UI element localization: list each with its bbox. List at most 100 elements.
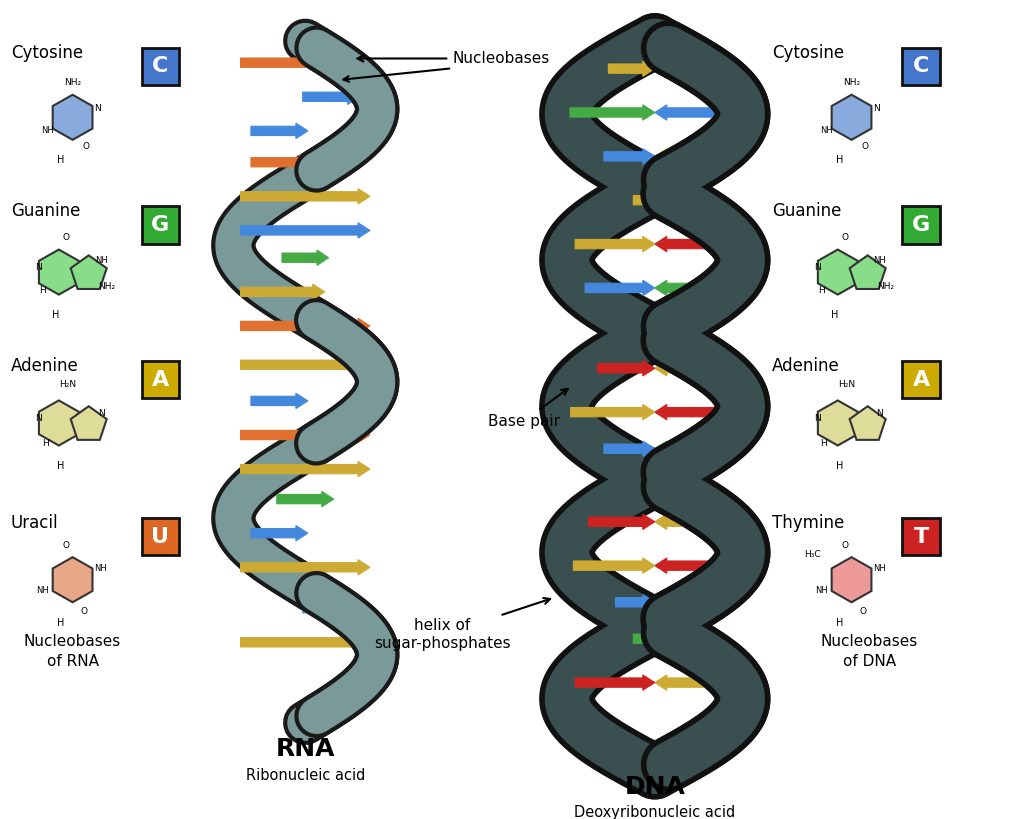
Text: N: N (97, 410, 104, 419)
Text: NH: NH (94, 256, 108, 265)
Text: H: H (57, 156, 65, 165)
Text: H: H (830, 310, 839, 320)
FancyArrow shape (654, 595, 694, 610)
Polygon shape (52, 557, 92, 602)
FancyArrow shape (241, 223, 370, 238)
FancyArrow shape (241, 188, 370, 204)
Polygon shape (52, 95, 92, 140)
FancyArrow shape (276, 491, 334, 507)
FancyArrow shape (251, 155, 311, 170)
Text: NH₂: NH₂ (843, 78, 860, 87)
Text: T: T (913, 527, 929, 546)
FancyArrow shape (573, 558, 654, 573)
Text: N: N (35, 263, 42, 272)
FancyArrow shape (647, 477, 654, 493)
Text: A: A (912, 370, 930, 390)
FancyArrow shape (654, 237, 734, 251)
FancyArrow shape (303, 600, 359, 616)
FancyArrow shape (241, 357, 370, 373)
FancyBboxPatch shape (902, 518, 940, 555)
FancyBboxPatch shape (141, 518, 179, 555)
Text: O: O (62, 233, 70, 242)
FancyArrow shape (604, 441, 654, 456)
FancyArrow shape (654, 675, 734, 690)
Text: H: H (836, 156, 843, 165)
FancyArrow shape (598, 360, 654, 376)
Text: O: O (841, 233, 848, 242)
Text: A: A (152, 370, 169, 390)
Text: Base pair: Base pair (488, 389, 567, 428)
Polygon shape (71, 406, 106, 440)
Text: O: O (862, 142, 868, 151)
FancyArrow shape (241, 461, 370, 477)
Text: H₂N: H₂N (59, 380, 77, 389)
Text: N: N (35, 414, 42, 423)
Text: N: N (814, 414, 820, 423)
Text: G: G (152, 215, 170, 235)
Text: NH₂: NH₂ (98, 283, 116, 292)
Text: H: H (57, 618, 65, 628)
Polygon shape (831, 557, 871, 602)
Polygon shape (831, 95, 871, 140)
FancyArrow shape (575, 675, 654, 690)
FancyArrow shape (303, 89, 359, 105)
FancyArrow shape (615, 595, 654, 610)
Text: NH: NH (873, 256, 887, 265)
Text: N: N (814, 263, 820, 272)
Text: Ribonucleic acid: Ribonucleic acid (246, 768, 365, 783)
Text: NH₂: NH₂ (65, 78, 81, 87)
FancyArrow shape (654, 105, 739, 120)
FancyArrow shape (654, 441, 706, 456)
Text: H₂N: H₂N (839, 380, 855, 389)
Text: Deoxyribonucleic acid: Deoxyribonucleic acid (574, 805, 735, 819)
FancyArrow shape (570, 105, 654, 120)
FancyArrow shape (241, 559, 370, 575)
FancyBboxPatch shape (902, 206, 940, 244)
Text: G: G (912, 215, 931, 235)
FancyArrow shape (654, 558, 736, 573)
Text: O: O (841, 541, 848, 550)
Text: Guanine: Guanine (772, 202, 841, 220)
FancyArrow shape (241, 319, 370, 333)
Text: NH: NH (820, 126, 833, 135)
Text: RNA: RNA (275, 737, 335, 761)
FancyArrow shape (589, 514, 654, 529)
Text: N: N (873, 104, 881, 113)
FancyBboxPatch shape (141, 206, 179, 244)
Text: DNA: DNA (625, 776, 685, 799)
Polygon shape (850, 256, 886, 289)
Text: Adenine: Adenine (772, 357, 840, 375)
Text: Nucleobases: Nucleobases (357, 51, 549, 66)
Text: H: H (836, 461, 843, 471)
Polygon shape (39, 250, 79, 295)
FancyBboxPatch shape (141, 48, 179, 85)
Text: H: H (42, 439, 48, 448)
FancyArrow shape (654, 360, 712, 376)
Text: Nucleobases
of DNA: Nucleobases of DNA (821, 634, 919, 668)
Text: U: U (152, 527, 170, 546)
Text: H: H (820, 439, 827, 448)
Text: H: H (57, 461, 65, 471)
Text: Cytosine: Cytosine (10, 43, 83, 61)
Text: Guanine: Guanine (10, 202, 80, 220)
Polygon shape (71, 256, 106, 289)
Text: Nucleobases
of RNA: Nucleobases of RNA (24, 634, 121, 668)
Text: N: N (877, 410, 884, 419)
FancyArrow shape (585, 280, 654, 296)
FancyArrow shape (654, 149, 706, 164)
FancyArrow shape (575, 237, 654, 251)
Polygon shape (818, 400, 858, 446)
FancyArrow shape (608, 61, 654, 76)
Text: H₃C: H₃C (804, 550, 821, 559)
FancyArrow shape (241, 284, 325, 300)
FancyArrow shape (570, 405, 654, 420)
FancyArrow shape (654, 317, 669, 333)
Text: H: H (39, 286, 46, 295)
Text: Thymine: Thymine (772, 514, 844, 532)
FancyArrow shape (251, 526, 308, 541)
FancyArrow shape (604, 149, 654, 164)
Text: O: O (83, 142, 90, 151)
Text: NH₂: NH₂ (878, 283, 894, 292)
FancyBboxPatch shape (902, 361, 940, 399)
FancyArrow shape (241, 55, 370, 70)
